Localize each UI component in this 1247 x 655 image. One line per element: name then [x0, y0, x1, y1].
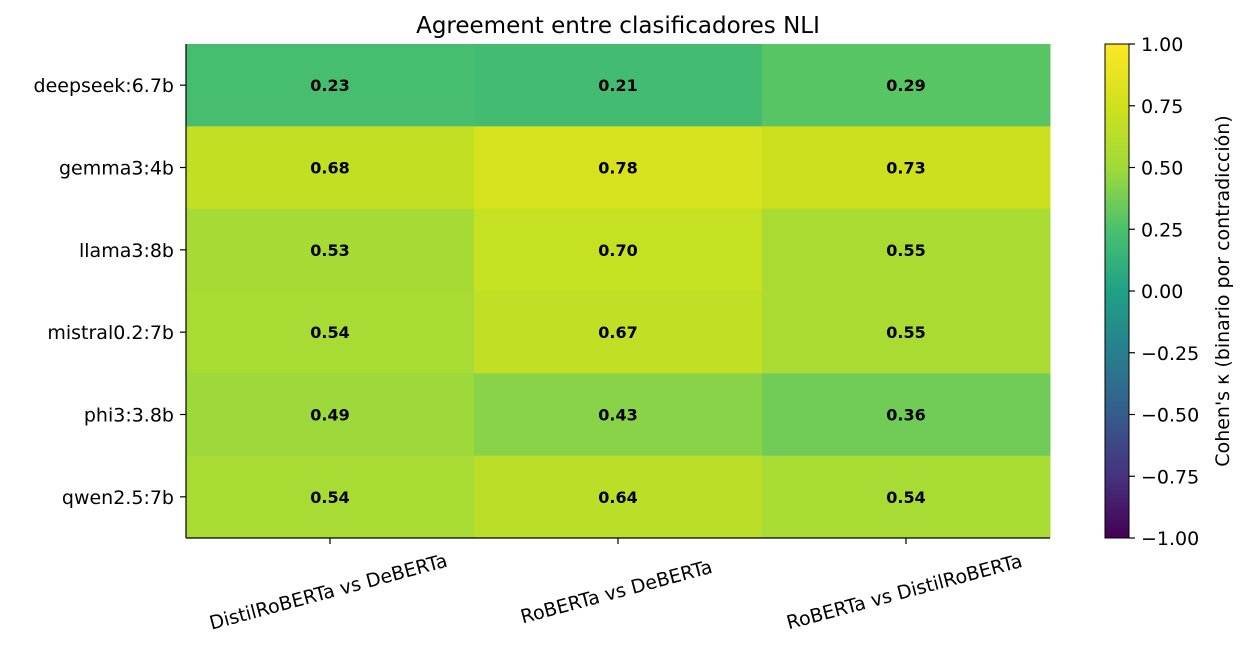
colorbar-tick-label: 1.00 [1141, 34, 1183, 56]
cell-value-label: 0.64 [598, 488, 637, 507]
cell-value-label: 0.55 [886, 241, 925, 260]
y-tick-label: gemma3:4b [59, 158, 174, 180]
cell-value-label: 0.54 [886, 488, 925, 507]
colorbar-tick-label: 0.00 [1141, 281, 1183, 303]
y-tick-label: mistral0.2:7b [47, 322, 174, 344]
cell-value-label: 0.54 [310, 323, 349, 342]
colorbar-gradient [1104, 43, 1130, 539]
heatmap-cell-labels: 0.23 0.21 0.29 0.68 0.78 0.73 0.53 0.70 0.55 0.54… [310, 76, 925, 507]
cell-value-label: 0.29 [886, 76, 925, 95]
heatmap-cell [186, 44, 475, 127]
cell-value-label: 0.73 [886, 159, 925, 178]
heatmap-cells [186, 44, 1051, 539]
colorbar-tick-label: −1.00 [1141, 528, 1199, 550]
y-tick-label: llama3:8b [79, 240, 174, 262]
heatmap-cell [186, 208, 475, 292]
heatmap-cell [474, 291, 763, 374]
cell-value-label: 0.54 [310, 488, 349, 507]
heatmap-cell [186, 126, 475, 210]
cell-value-label: 0.36 [886, 406, 925, 425]
colorbar-label: Cohen's κ (binario por contradicción) [1212, 115, 1234, 466]
cell-value-label: 0.67 [598, 323, 637, 342]
cell-value-label: 0.43 [598, 406, 637, 425]
colorbar [1104, 43, 1130, 539]
cell-value-label: 0.70 [598, 241, 637, 260]
colorbar-ticks: 1.00 0.75 0.50 0.25 0.00 −0.25 −0.50 −0.75 −1.00 [1129, 34, 1199, 550]
colorbar-tick-label: −0.25 [1141, 343, 1199, 365]
cell-value-label: 0.53 [310, 241, 349, 260]
colorbar-tick-label: 0.75 [1141, 96, 1183, 118]
colorbar-tick-label: 0.25 [1141, 219, 1183, 241]
heatmap-cell [762, 291, 1051, 374]
heatmap-cell [186, 291, 475, 374]
cell-value-label: 0.68 [310, 159, 349, 178]
heatmap-cell [474, 126, 763, 210]
x-axis-ticks: DistilRoBERTa vs DeBERTa RoBERTa vs DeBER… [207, 538, 1025, 635]
heatmap-cell [186, 455, 475, 539]
cell-value-label: 0.78 [598, 159, 637, 178]
heatmap-cell [474, 373, 763, 457]
colorbar-tick-label: −0.50 [1141, 405, 1199, 427]
heatmap-cell [762, 44, 1051, 127]
heatmap-cell [762, 373, 1051, 457]
heatmap-cell [186, 373, 475, 457]
heatmap-cell [474, 208, 763, 292]
y-tick-label: deepseek:6.7b [34, 75, 174, 97]
x-tick-label: RoBERTa vs DeBERTa [518, 556, 714, 628]
y-tick-label: qwen2.5:7b [62, 487, 174, 509]
heatmap-cell [474, 455, 763, 539]
cell-value-label: 0.49 [310, 406, 349, 425]
x-tick-label: RoBERTa vs DistilRoBERTa [784, 550, 1024, 634]
cell-value-label: 0.23 [310, 76, 349, 95]
y-tick-label: phi3:3.8b [84, 405, 174, 427]
heatmap-cell [762, 126, 1051, 210]
chart-title: Agreement entre clasificadores NLI [416, 13, 820, 39]
heatmap-cell [474, 44, 763, 127]
cell-value-label: 0.21 [598, 76, 637, 95]
heatmap-cell [762, 455, 1051, 539]
heatmap-cell [762, 208, 1051, 292]
x-tick-label: DistilRoBERTa vs DeBERTa [207, 550, 450, 635]
y-axis-ticks: deepseek:6.7b gemma3:4b llama3:8b mistral0.… [34, 75, 186, 509]
colorbar-tick-label: −0.75 [1141, 466, 1199, 488]
cell-value-label: 0.55 [886, 323, 925, 342]
colorbar-tick-label: 0.50 [1141, 158, 1183, 180]
